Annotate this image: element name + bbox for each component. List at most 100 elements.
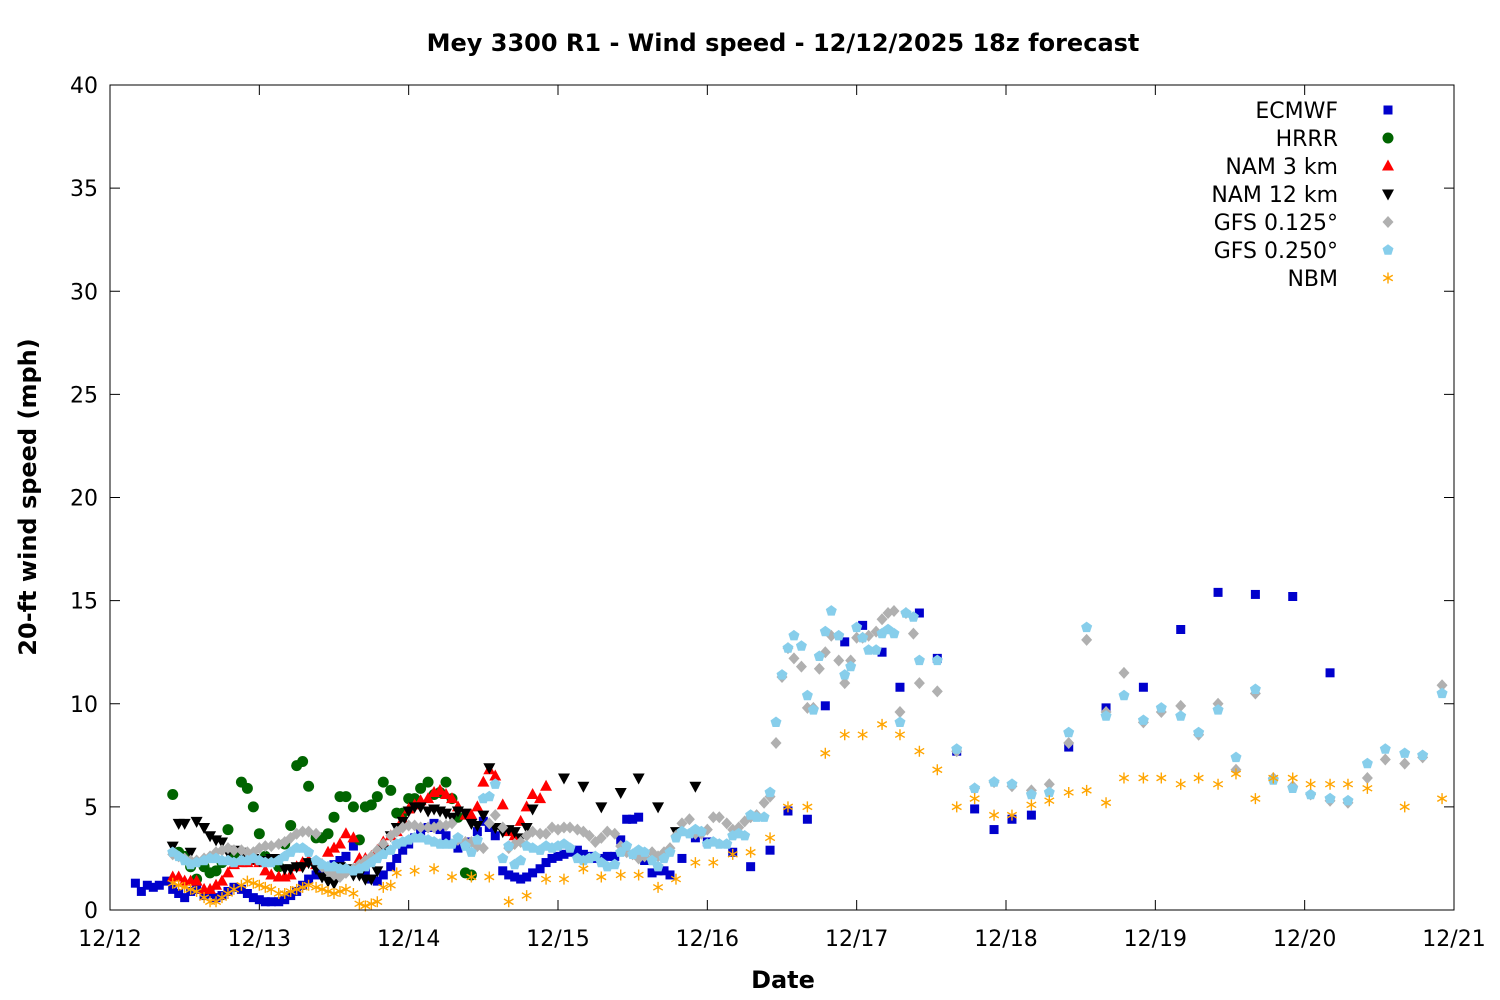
data-point	[951, 743, 963, 754]
data-point	[204, 831, 217, 843]
x-tick-label: 12/13	[228, 927, 291, 952]
data-point	[178, 818, 191, 830]
data-point	[440, 808, 452, 820]
data-point	[434, 819, 446, 832]
data-point	[291, 883, 302, 895]
data-point	[931, 685, 943, 698]
chart-marks	[130, 587, 1448, 912]
data-point	[788, 629, 800, 641]
data-point	[931, 654, 943, 666]
data-point	[559, 849, 569, 859]
legend-item: GFS 0.250°	[1214, 239, 1394, 264]
data-point	[596, 871, 607, 883]
data-point	[414, 802, 427, 814]
data-point	[577, 781, 590, 793]
data-point	[484, 871, 495, 883]
data-point	[347, 831, 360, 843]
data-point	[348, 888, 359, 899]
data-point	[770, 736, 782, 749]
data-point	[1361, 757, 1373, 769]
data-point	[807, 704, 819, 715]
data-point	[764, 832, 776, 844]
data-point	[745, 846, 756, 858]
y-tick-label: 20	[70, 487, 98, 512]
data-point	[503, 896, 514, 908]
data-point	[254, 879, 265, 891]
data-point	[378, 881, 389, 893]
legend-label: GFS 0.125°	[1214, 211, 1338, 236]
data-point	[398, 845, 408, 855]
y-tick-label: 5	[84, 796, 98, 821]
data-point	[265, 840, 277, 853]
data-point	[676, 817, 688, 830]
data-point	[795, 660, 807, 673]
x-tick-label: 12/20	[1273, 927, 1336, 952]
data-point	[385, 784, 397, 796]
data-point	[303, 846, 315, 857]
data-point	[191, 885, 202, 897]
data-point	[914, 745, 925, 757]
data-point	[497, 852, 509, 864]
data-point	[558, 873, 570, 885]
data-point	[1342, 778, 1354, 790]
data-point	[459, 808, 472, 820]
data-point	[1213, 587, 1223, 597]
data-point	[303, 879, 314, 891]
data-point	[616, 835, 626, 845]
data-point	[1100, 710, 1112, 721]
data-point	[280, 895, 290, 905]
data-point	[247, 801, 259, 813]
data-point	[260, 881, 271, 893]
data-point	[564, 842, 576, 853]
data-point	[242, 875, 253, 887]
data-point	[347, 801, 359, 813]
data-point	[1025, 788, 1037, 800]
data-point	[446, 817, 458, 830]
data-point	[1399, 747, 1411, 758]
data-point	[652, 881, 664, 893]
data-point	[1063, 786, 1074, 798]
data-point	[1324, 778, 1336, 790]
data-point	[1118, 772, 1130, 784]
data-point	[877, 647, 887, 657]
data-point	[633, 869, 644, 881]
data-point	[216, 837, 228, 849]
data-point	[415, 782, 427, 794]
data-point	[526, 788, 539, 799]
data-point	[664, 846, 676, 857]
data-point	[274, 897, 284, 907]
data-point	[1138, 682, 1148, 692]
data-point	[907, 611, 919, 622]
data-point	[788, 652, 800, 665]
legend-item: NAM 3 km	[1225, 155, 1394, 180]
data-point	[371, 866, 384, 878]
data-point	[422, 776, 434, 788]
data-point	[670, 873, 682, 885]
data-point	[858, 620, 868, 630]
data-point	[547, 853, 557, 863]
data-point	[520, 823, 533, 834]
data-point	[1288, 592, 1298, 601]
data-point	[907, 627, 919, 640]
data-point	[782, 642, 794, 653]
data-point	[303, 780, 315, 792]
data-point	[297, 881, 308, 893]
data-point	[969, 793, 980, 805]
data-point	[601, 825, 613, 838]
data-point	[254, 895, 264, 905]
data-point	[1044, 795, 1055, 807]
data-point	[422, 792, 435, 804]
data-point	[1138, 772, 1149, 784]
data-point	[453, 843, 463, 853]
data-point	[1006, 778, 1018, 789]
data-point	[1155, 702, 1167, 713]
data-point	[440, 776, 452, 788]
data-point	[739, 830, 751, 841]
data-point	[1118, 689, 1130, 701]
data-point	[459, 840, 471, 851]
data-point	[322, 885, 334, 897]
data-point	[615, 869, 626, 881]
data-point	[895, 682, 905, 692]
data-point	[452, 832, 464, 843]
data-point	[1175, 699, 1187, 712]
